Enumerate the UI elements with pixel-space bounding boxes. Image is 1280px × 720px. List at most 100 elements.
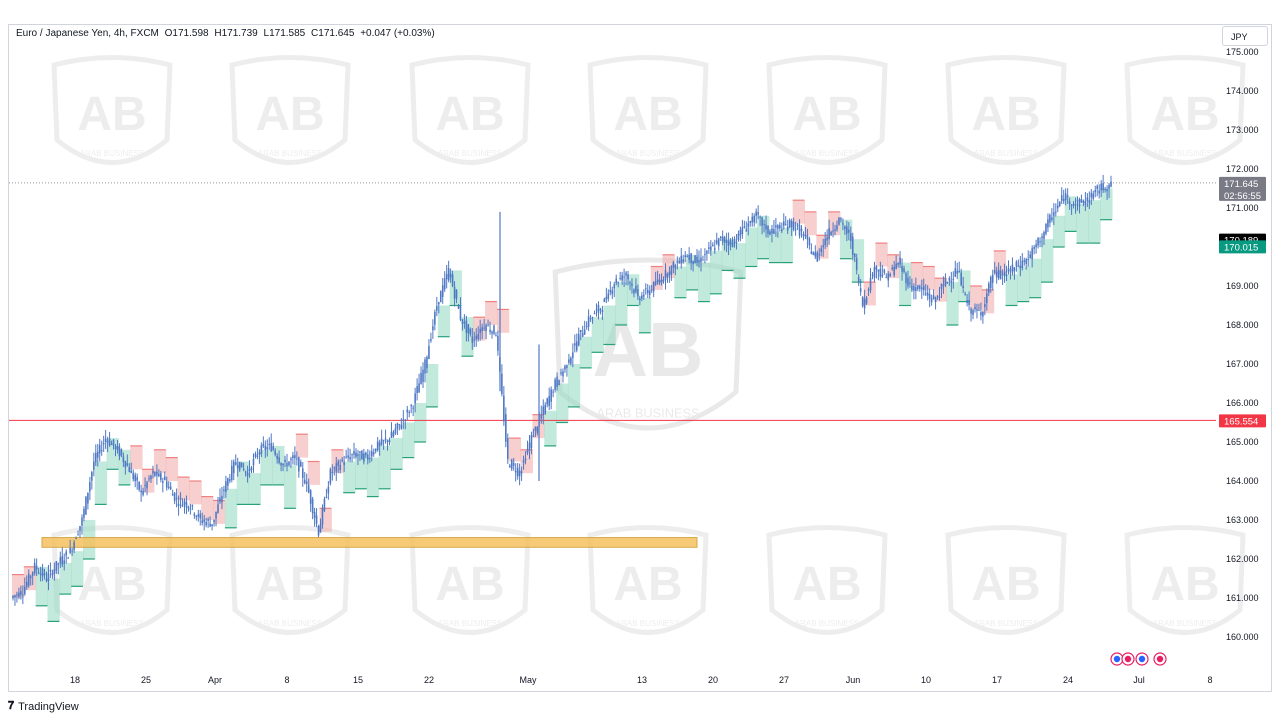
candle-body (85, 496, 87, 515)
candle-body (743, 226, 746, 228)
candle-body (717, 238, 720, 247)
resistance-band (485, 301, 498, 325)
candle-body (73, 542, 75, 551)
candle-body (335, 463, 338, 472)
candle-body (270, 443, 273, 452)
support-band (94, 461, 108, 505)
candle-body (329, 469, 332, 484)
resistance-band (981, 289, 995, 314)
candle-body (266, 447, 269, 450)
resistance-band (189, 481, 202, 505)
candle-body (163, 476, 166, 480)
watermark-text: AB (792, 558, 861, 611)
candle-body (434, 311, 436, 325)
resistance-band (165, 457, 179, 481)
currency-selector[interactable]: JPY (1222, 26, 1268, 46)
candle-body (430, 339, 432, 341)
candle-body (1110, 181, 1112, 187)
candle-body (1100, 183, 1102, 191)
candle-series (12, 174, 1112, 606)
symbol-title[interactable]: Euro / Japanese Yen, 4h, FXCM (16, 28, 159, 39)
watermark-caption: ARAB BUSINESS (1153, 149, 1217, 158)
candle-body (501, 373, 503, 394)
candle-body (315, 515, 318, 524)
candle-body (357, 454, 359, 456)
x-tick-label: Apr (208, 675, 222, 685)
x-tick-label: Jul (1133, 675, 1145, 685)
candle-body (568, 359, 570, 363)
candle-body (564, 365, 566, 370)
candle-body (583, 329, 586, 335)
support-band (1088, 200, 1101, 244)
candle-body (392, 432, 395, 437)
candle-body (737, 233, 740, 240)
indicator-dot-icon (1156, 655, 1164, 663)
candle-body (991, 274, 994, 283)
candle-body (280, 463, 282, 466)
resistance-band (922, 266, 936, 290)
candle-body (637, 289, 639, 297)
candle-body (428, 346, 430, 360)
candle-body (102, 443, 105, 445)
close-value: C171.645 (311, 28, 355, 39)
tradingview-logo-icon[interactable]: 𝟕 (8, 700, 15, 712)
support-band (709, 250, 723, 294)
candle-body (936, 296, 939, 298)
candle-body (528, 442, 531, 451)
candle-body (672, 262, 675, 268)
candle-body (855, 258, 858, 271)
candle-body (877, 269, 880, 272)
watermark-caption: ARAB BUSINESS (616, 619, 680, 628)
candle-body (154, 472, 156, 476)
resistance-band (201, 496, 214, 520)
brand-name[interactable]: TradingView (18, 700, 79, 713)
candle-body (978, 309, 980, 311)
candle-body (1062, 198, 1065, 202)
support-band (1052, 215, 1066, 247)
candle-body (524, 458, 527, 461)
x-tick-label: 8 (1207, 675, 1212, 685)
y-tick-label: 171.000 (1226, 203, 1259, 213)
support-band (378, 445, 391, 489)
candle-body (197, 514, 200, 517)
candle-body (607, 293, 610, 299)
candle-body (560, 372, 562, 374)
candle-body (987, 283, 990, 293)
candle-body (518, 470, 521, 477)
candle-body (134, 474, 137, 482)
level-green-label-bg (1219, 240, 1266, 254)
candle-body (1005, 274, 1008, 276)
candle-body (51, 572, 54, 576)
candle-body (79, 526, 81, 531)
candle-body (615, 278, 618, 283)
x-tick-label: 13 (637, 675, 647, 685)
change-value: +0.047 (+0.03%) (360, 28, 435, 39)
candle-body (91, 472, 93, 481)
candle-body (812, 252, 815, 256)
candle-body (822, 245, 825, 248)
candle-body (110, 443, 113, 445)
support-band (1005, 274, 1018, 306)
candle-body (100, 450, 103, 452)
candle-body (213, 519, 215, 522)
low-value: L171.585 (263, 28, 306, 39)
candle-body (800, 228, 803, 232)
candle-body (964, 293, 966, 295)
watermark-caption: ARAB BUSINESS (438, 619, 502, 628)
x-tick-label: 27 (779, 675, 789, 685)
high-value: H171.739 (214, 28, 258, 39)
support-band (579, 336, 593, 368)
watermark-logo-icon: AB ARAB BUSINESS (229, 525, 351, 635)
watermark-caption: ARAB BUSINESS (795, 619, 859, 628)
candle-body (443, 278, 446, 290)
candle-body (796, 224, 799, 226)
candle-body (94, 453, 97, 462)
candle-body (1011, 264, 1014, 273)
candle-body (1043, 231, 1045, 239)
candle-body (181, 504, 184, 507)
level-red-label: 165.554 (1224, 416, 1258, 427)
candle-body (828, 228, 830, 240)
candle-body (1025, 259, 1028, 264)
candle-body (899, 257, 901, 265)
